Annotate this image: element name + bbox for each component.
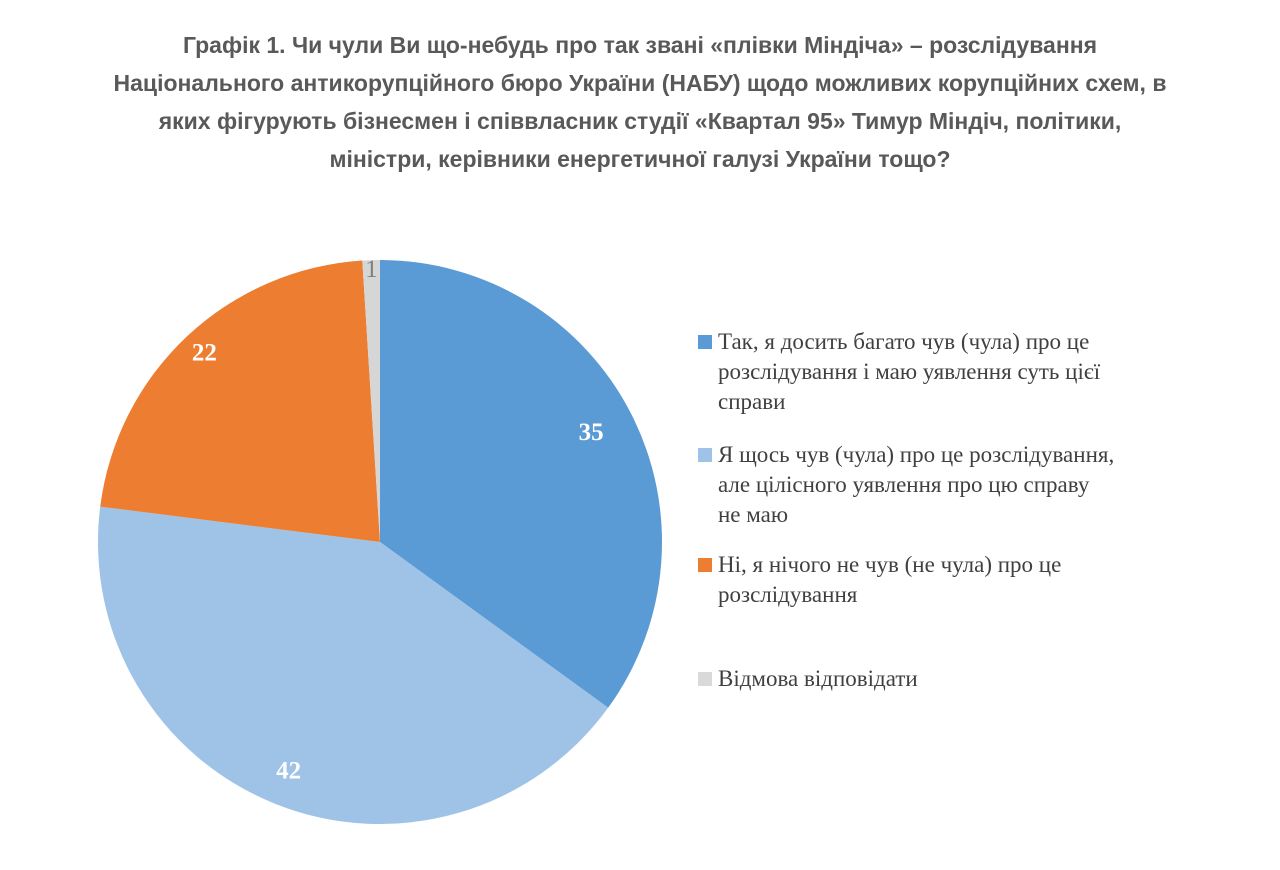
legend-swatch-icon bbox=[698, 448, 712, 462]
legend-item-heard-a-lot: Так, я досить багато чув (чула) про це р… bbox=[698, 327, 1178, 417]
pie-slice bbox=[380, 260, 663, 708]
legend-label: Ні, я нічого не чув (не чула) про це роз… bbox=[718, 550, 1178, 610]
pie-value-label: 35 bbox=[579, 419, 604, 446]
chart-title-line-2: Національного антикорупційного бюро Укра… bbox=[113, 70, 1167, 96]
pie-value-label: 22 bbox=[192, 340, 217, 367]
pie-chart: 35 42 22 1 bbox=[97, 256, 663, 825]
legend-item-heard-nothing: Ні, я нічого не чув (не чула) про це роз… bbox=[698, 550, 1178, 610]
pie-slice bbox=[362, 260, 380, 542]
legend-item-refused: Відмова відповідати bbox=[698, 664, 1178, 694]
legend-label: Відмова відповідати bbox=[718, 664, 1178, 694]
legend-label-line: не маю bbox=[718, 502, 789, 527]
pie-slice bbox=[97, 506, 609, 825]
legend-label-line: Ні, я нічого не чув (не чула) про це bbox=[718, 552, 1062, 577]
legend-label-line: Відмова відповідати bbox=[718, 666, 918, 691]
chart-legend: Так, я досить багато чув (чула) про це р… bbox=[698, 327, 1178, 694]
legend-label-line: справи bbox=[718, 389, 786, 414]
pie-slice bbox=[100, 260, 380, 542]
legend-label-line: але цілісного уявлення про цю справу bbox=[718, 472, 1090, 497]
legend-item-heard-something: Я щось чув (чула) про це розслідування, … bbox=[698, 440, 1178, 530]
pie-value-label: 42 bbox=[276, 757, 301, 784]
chart-title-line-1: Графік 1. Чи чули Ви що-небудь про так з… bbox=[182, 32, 1098, 58]
legend-label-line: розслідування bbox=[718, 582, 858, 607]
legend-label-line: Я щось чув (чула) про це розслідування, bbox=[718, 442, 1115, 467]
legend-label-line: Так, я досить багато чув (чула) про це bbox=[718, 329, 1090, 354]
pie-value-label: 1 bbox=[365, 256, 378, 283]
legend-label: Так, я досить багато чув (чула) про це р… bbox=[718, 327, 1178, 417]
legend-label: Я щось чув (чула) про це розслідування, … bbox=[718, 440, 1178, 530]
chart-title: Графік 1. Чи чули Ви що-небудь про так з… bbox=[0, 26, 1280, 178]
chart-title-line-3: яких фігурують бізнесмен і співвласник с… bbox=[158, 108, 1122, 134]
legend-label-line: розслідування і маю уявлення суть цієї bbox=[718, 359, 1101, 384]
legend-swatch-icon bbox=[698, 335, 712, 349]
legend-swatch-icon bbox=[698, 558, 712, 572]
chart-title-line-4: міністри, керівники енергетичної галузі … bbox=[329, 146, 951, 172]
legend-swatch-icon bbox=[698, 672, 712, 686]
